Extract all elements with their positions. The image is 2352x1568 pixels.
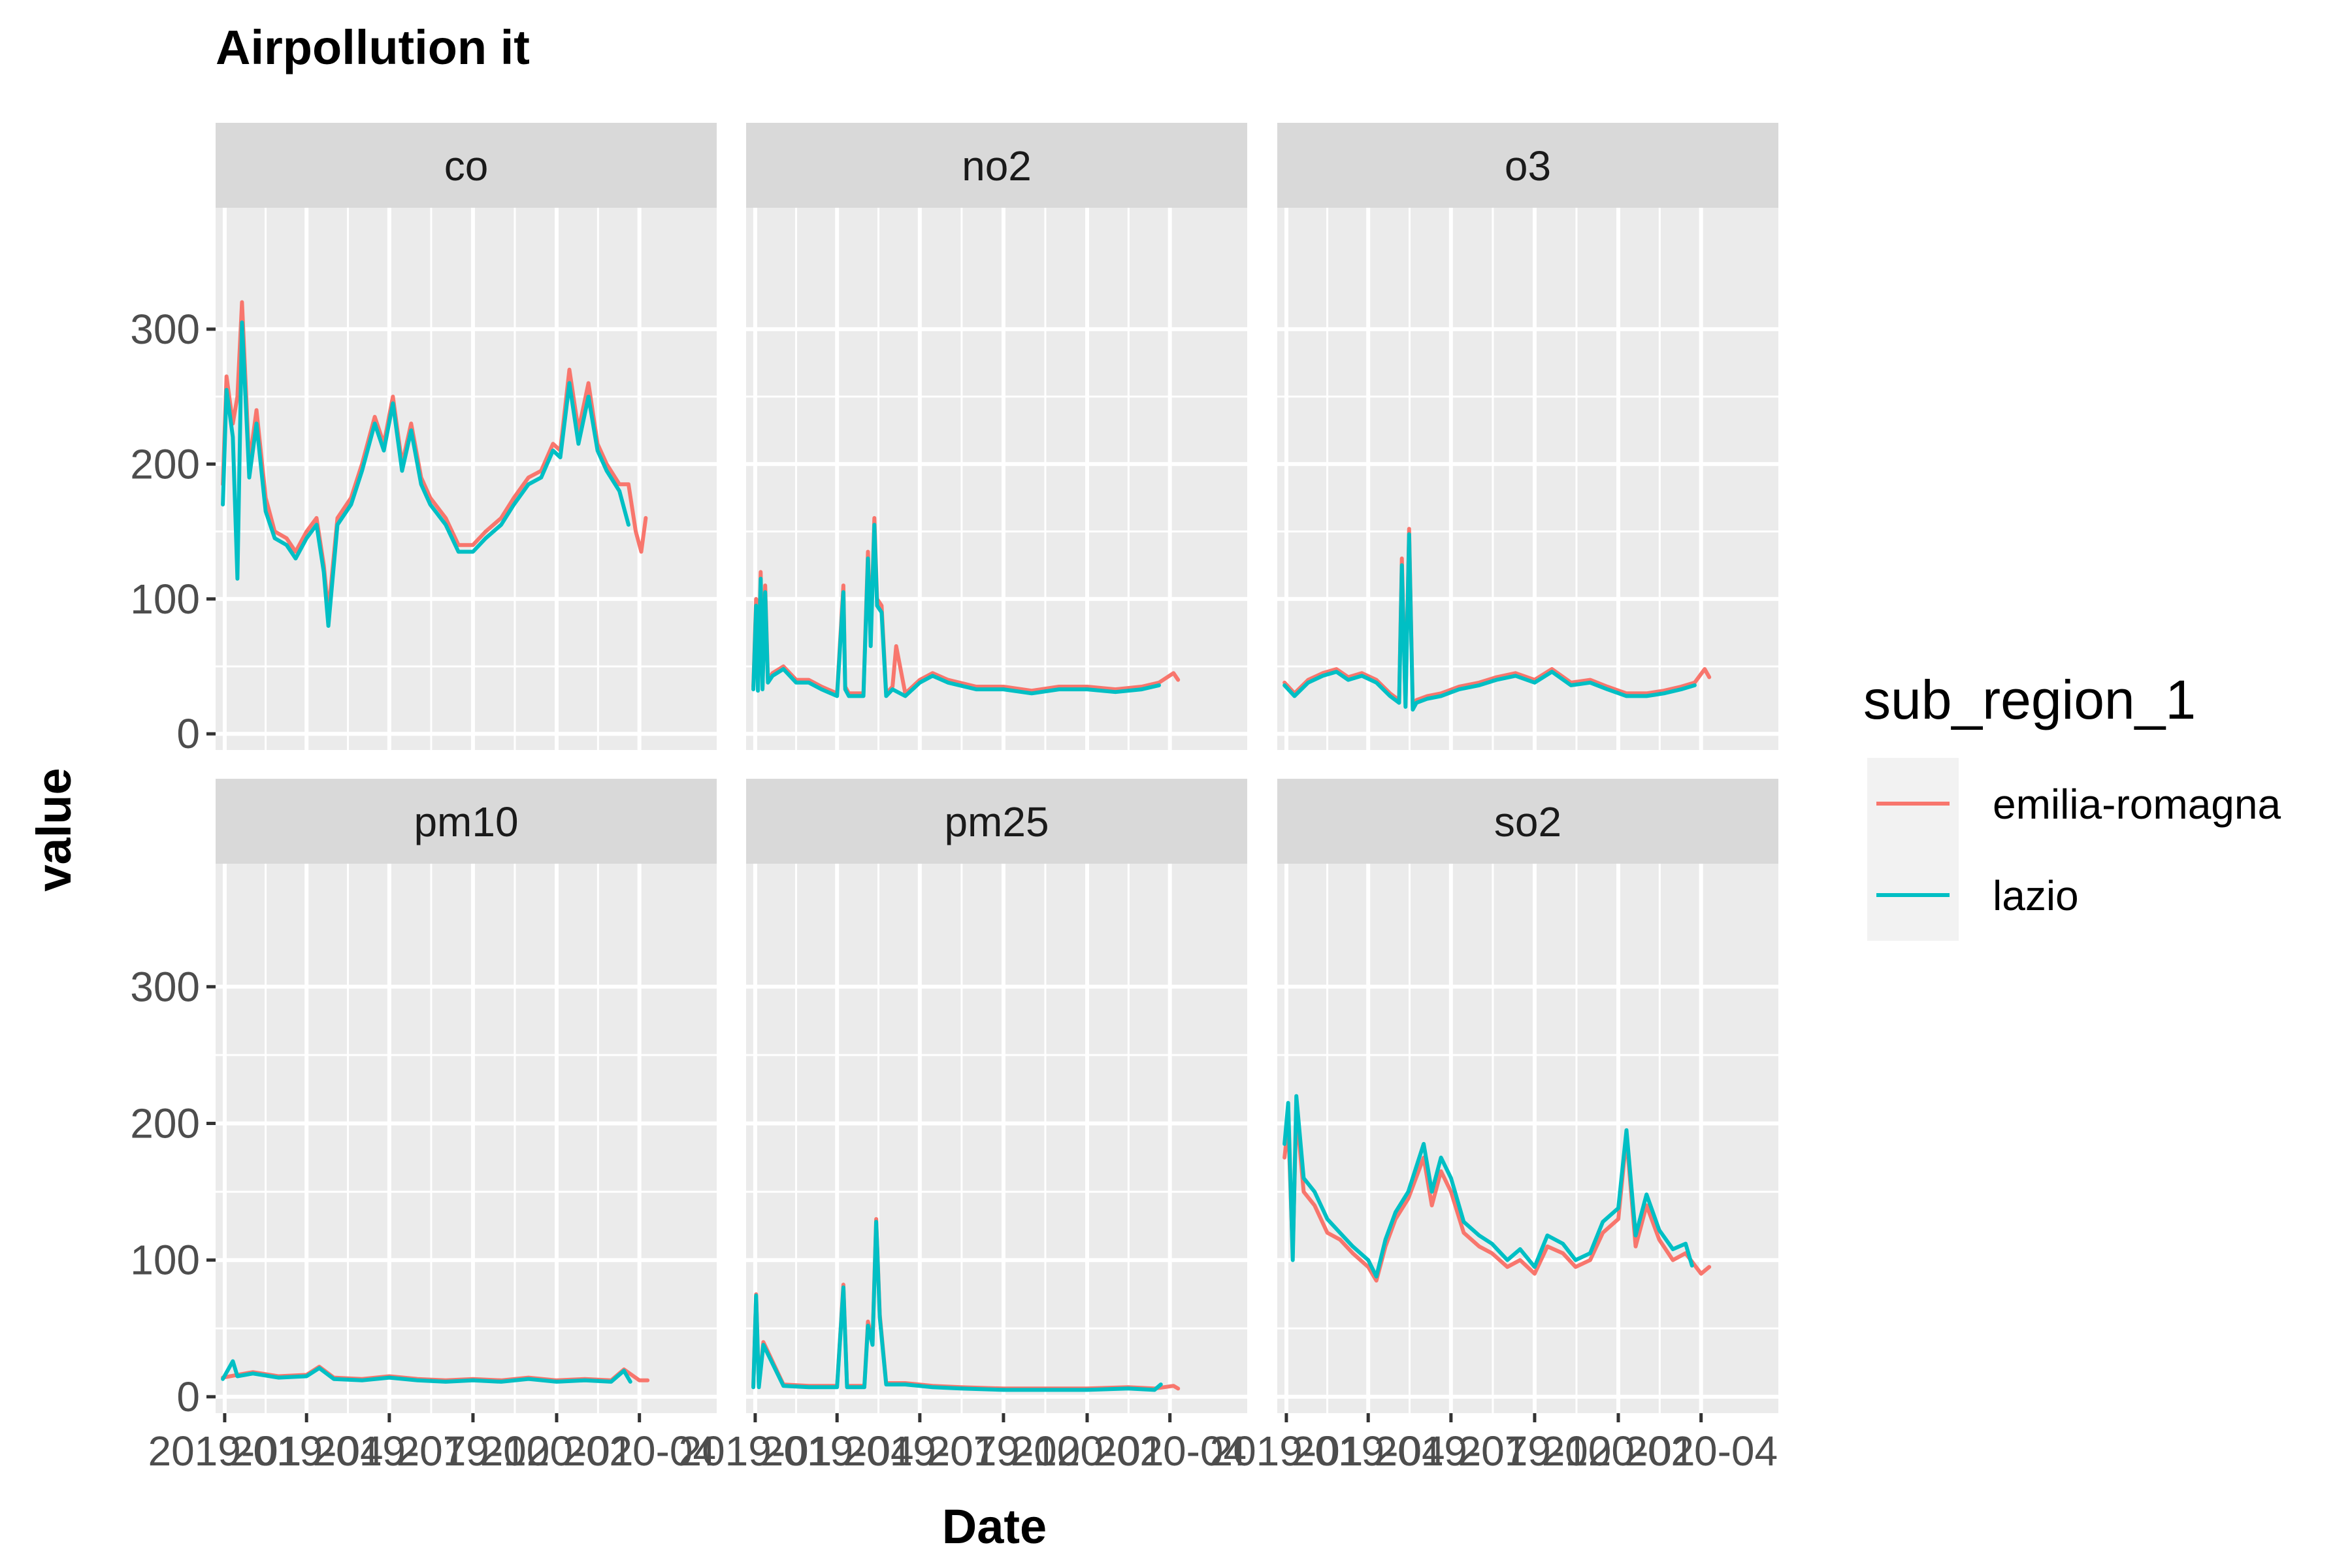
panel-background — [216, 864, 717, 1413]
facet-strip-label: so2 — [1494, 798, 1561, 845]
x-tick-label: 2019-07 — [843, 1428, 996, 1475]
series-line-lazio — [221, 1359, 632, 1384]
panel-background — [746, 208, 1247, 750]
panel-background — [216, 208, 717, 750]
x-tick-label: 2019-07 — [312, 1428, 466, 1475]
facet-strip — [746, 123, 1247, 208]
facet-strip — [1277, 779, 1778, 864]
series-line-lazio — [1282, 532, 1697, 712]
legend-label: emilia-romagna — [1993, 781, 2281, 828]
y-axis-title: value — [27, 768, 81, 891]
facet-strip — [216, 779, 717, 864]
x-axis-title: Date — [942, 1499, 1047, 1554]
x-tick-label: 2020-04 — [563, 1428, 716, 1475]
series-line-lazio — [1282, 1094, 1694, 1279]
x-tick-label: 2019-01 — [1209, 1428, 1363, 1475]
x-tick-label: 2019-01 — [678, 1428, 832, 1475]
y-tick-label: 0 — [176, 1373, 200, 1420]
panel-background — [1277, 864, 1778, 1413]
facet-strip-label: o3 — [1505, 142, 1551, 189]
facet-panel-so2: so2 2019-012019-042019-072019-102020-0120… — [1209, 779, 1778, 1475]
y-tick-label: 100 — [130, 1237, 200, 1284]
x-tick-label: 2020-04 — [1093, 1428, 1247, 1475]
panel-background — [1277, 208, 1778, 750]
x-tick-label: 2020-01 — [480, 1428, 634, 1475]
x-tick-label: 2019-04 — [1292, 1428, 1445, 1475]
chart-title: Airpollution it — [216, 20, 530, 74]
y-tick-label: 300 — [130, 306, 200, 353]
x-tick-label: 2019-10 — [1458, 1428, 1612, 1475]
x-tick-label: 2019-10 — [397, 1428, 550, 1475]
facet-strip — [746, 779, 1247, 864]
x-tick-label: 2020-04 — [1624, 1428, 1778, 1475]
facet-panel-pm25: pm25 2019-012019-042019-072019-102020-012… — [678, 779, 1247, 1475]
facet-strip-label: pm25 — [944, 798, 1049, 845]
x-tick-label: 2020-01 — [1011, 1428, 1164, 1475]
facet-strip — [1277, 123, 1778, 208]
y-tick-label: 200 — [130, 440, 200, 487]
facet-strip-label: no2 — [962, 142, 1032, 189]
facet-strip — [216, 123, 717, 208]
facet-strip-label: pm10 — [414, 798, 518, 845]
x-tick-label: 2019-04 — [760, 1428, 914, 1475]
legend-entry-emilia-romagna: emilia-romagna — [1867, 758, 2281, 849]
legend-entry-lazio: lazio — [1867, 849, 2079, 941]
y-tick-label: 200 — [130, 1100, 200, 1147]
facet-panel-no2: no2 — [746, 123, 1247, 750]
facet-panel-o3: o3 — [1277, 123, 1778, 750]
series-line-emilia-romagna — [1282, 527, 1712, 709]
legend: sub_region_1 emilia-romagna lazio — [1863, 669, 2281, 941]
series-line-emilia-romagna — [221, 300, 648, 615]
y-tick-label: 100 — [130, 576, 200, 623]
facet-panel-pm10: pm10 0 100 200 300 2019-012019-042019-072019-… — [130, 779, 717, 1475]
y-tick-label: 0 — [176, 710, 200, 757]
legend-title: sub_region_1 — [1863, 669, 2196, 730]
series-line-lazio — [751, 1220, 1163, 1392]
x-tick-label: 2019-07 — [1374, 1428, 1527, 1475]
x-tick-label: 2019-01 — [148, 1428, 301, 1475]
x-tick-label: 2019-04 — [230, 1428, 384, 1475]
x-tick-label: 2020-01 — [1542, 1428, 1695, 1475]
series-line-lazio — [221, 320, 630, 628]
facet-strip-label: co — [444, 142, 489, 189]
series-line-lazio — [751, 523, 1161, 698]
x-tick-label: 2019-10 — [927, 1428, 1081, 1475]
y-tick-label: 300 — [130, 963, 200, 1010]
panel-background — [746, 864, 1247, 1413]
legend-entries: emilia-romagna lazio — [1867, 758, 2281, 941]
legend-label: lazio — [1993, 872, 2079, 919]
facet-panel-co: co 0 100 200 300 — [130, 123, 717, 757]
